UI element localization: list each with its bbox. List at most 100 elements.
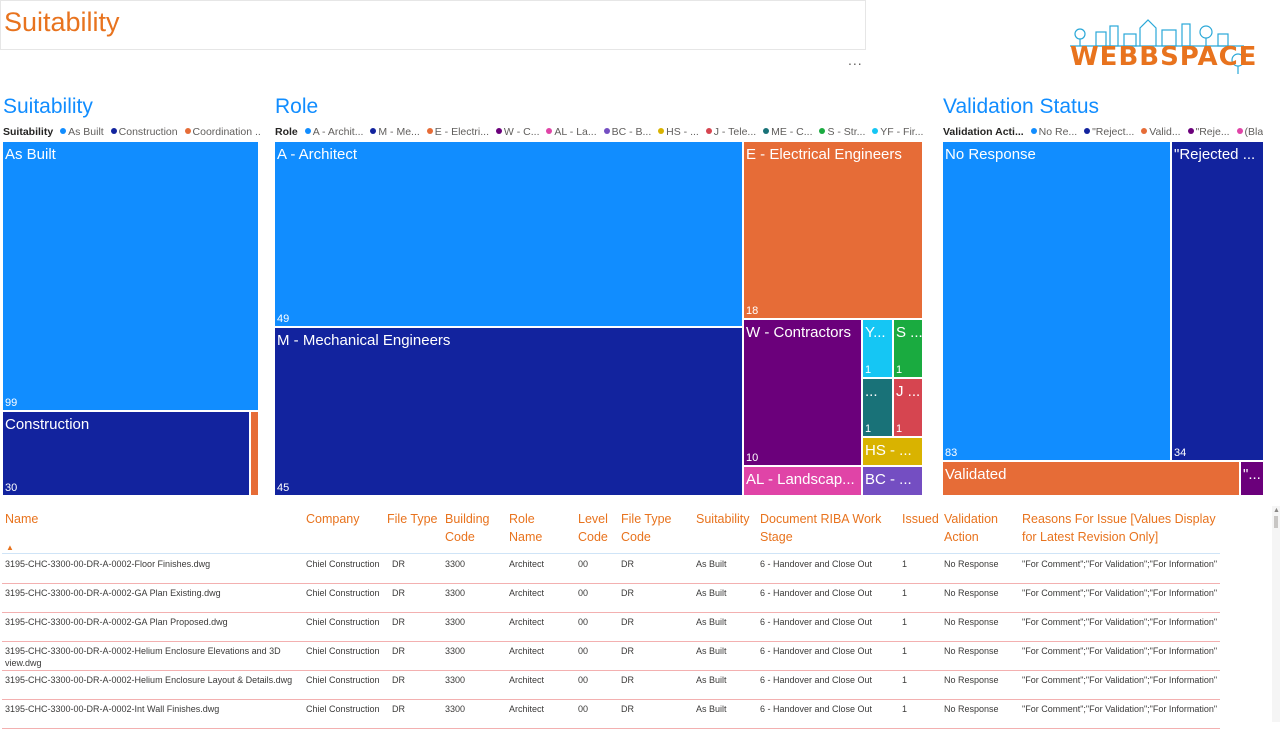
legend-item[interactable]: Coordination ... [184,126,260,138]
legend-dot-icon [184,128,191,134]
legend-item[interactable]: Valid... [1141,126,1181,138]
table-cell: "For Comment";"For Validation";"For Info… [1022,559,1218,569]
table-cell: DR [392,646,405,656]
table-row[interactable]: 3195-CHC-3300-00-DR-A-0002-Int Wall Fini… [2,699,1220,729]
legend-dot-icon [495,128,502,134]
legend-dot-icon [1141,128,1148,134]
legend-item[interactable]: M - Me... [370,126,420,138]
treemap-tile-al[interactable]: AL - Landscap... [743,466,862,496]
col-header-role-name[interactable]: Role Name [509,512,543,544]
legend-item[interactable]: (Bla... [1236,126,1263,138]
scrollbar-thumb[interactable] [1274,516,1278,528]
treemap-tile-construction[interactable]: Construction 30 [2,411,250,496]
table-cell: 6 - Handover and Close Out [760,617,873,627]
legend-item[interactable]: J - Tele... [705,126,756,138]
table-cell: 6 - Handover and Close Out [760,588,873,598]
table-cell: DR [392,617,405,627]
table-cell: 3195-CHC-3300-00-DR-A-0002-Floor Finishe… [5,559,211,569]
treemap-tile-validated[interactable]: Validated [942,461,1240,496]
legend-item[interactable]: YF - Fir... [872,126,923,138]
treemap-tile-bc[interactable]: BC - ... [862,466,923,496]
legend-item[interactable]: "Reject... [1084,126,1134,138]
more-options-button[interactable]: ... [848,52,863,68]
col-header-file-type[interactable]: File Type [387,512,438,526]
col-header-issued[interactable]: Issued [902,512,939,526]
table-cell: As Built [696,559,727,569]
sort-ascending-icon[interactable]: ▲ [6,543,14,552]
legend-item[interactable]: Construction [110,126,178,138]
treemap-tile-yf[interactable]: Y... 1 [862,319,893,378]
treemap-tile-coordination[interactable] [250,411,259,496]
treemap-tile-j[interactable]: J ... 1 [893,378,923,437]
legend-item[interactable]: A - Archit... [304,126,363,138]
legend-item[interactable]: ME - C... [763,126,813,138]
table-row[interactable]: 3195-CHC-3300-00-DR-A-0002-Helium Enclos… [2,670,1220,700]
legend-item[interactable]: HS - ... [658,126,699,138]
legend-title: Suitability [3,126,54,138]
legend-dot-icon [1236,128,1243,134]
legend-dot-icon [763,128,770,134]
table-cell: 00 [578,559,589,569]
page-title-box: Suitability [0,0,866,50]
table-row[interactable]: 3195-CHC-3300-00-DR-A-0002-Helium Enclos… [2,641,1220,671]
col-header-building-code[interactable]: Building Code [445,512,490,544]
table-cell: DR [392,588,405,598]
legend-item[interactable]: No Re... [1030,126,1077,138]
table-scrollbar[interactable] [1272,506,1280,722]
legend-item[interactable]: E - Electri... [426,126,489,138]
legend-item[interactable]: As Built [60,126,104,138]
treemap-tile-hs[interactable]: HS - ... [862,437,923,466]
treemap-tile-contractors[interactable]: W - Contractors 10 [743,319,862,466]
table-cell: 1 [902,675,908,685]
table-cell: "For Comment";"For Validation";"For Info… [1022,588,1218,598]
col-header-suitability[interactable]: Suitability [696,512,750,526]
table-row[interactable]: 3195-CHC-3300-00-DR-A-0002-Floor Finishe… [2,554,1220,584]
table-cell: 6 - Handover and Close Out [760,675,873,685]
table-row[interactable]: 3195-CHC-3300-00-DR-A-0002-GA Plan Propo… [2,612,1220,642]
scroll-up-icon[interactable]: ▲ [1273,507,1280,514]
col-header-name[interactable]: Name [5,512,39,526]
treemap-tile-as-built[interactable]: As Built 99 [2,141,259,411]
table-cell: DR [621,559,634,569]
table-cell: 3300 [445,559,466,569]
legend-item[interactable]: "Reje... [1187,126,1230,138]
table-cell: DR [392,559,405,569]
table-cell: DR [621,675,634,685]
table-cell: As Built [696,646,727,656]
col-header-reasons[interactable]: Reasons For Issue [Values Display for La… [1022,512,1216,544]
table-cell: 00 [578,617,589,627]
col-header-level-code[interactable]: Level Code [578,512,608,544]
col-header-company[interactable]: Company [306,512,360,526]
table-cell: "For Comment";"For Validation";"For Info… [1022,675,1218,685]
table-cell: DR [392,704,405,714]
table-cell: No Response [944,588,999,598]
legend-item[interactable]: BC - B... [603,126,651,138]
treemap-tile-rejected[interactable]: "Rejected ... 34 [1171,141,1264,461]
table-cell: No Response [944,675,999,685]
col-header-riba-stage[interactable]: Document RIBA Work Stage [760,512,882,544]
role-legend: Role A - Archit... M - Me... E - Electri… [275,125,925,139]
table-cell: 3300 [445,588,466,598]
logo-wordmark: WEBBSPACE [1070,42,1258,72]
treemap-tile-electrical[interactable]: E - Electrical Engineers 18 [743,141,923,319]
legend-item[interactable]: S - Str... [819,126,865,138]
table-cell: 00 [578,675,589,685]
table-cell: 1 [902,704,908,714]
legend-item[interactable]: W - C... [495,126,540,138]
col-header-file-type-code[interactable]: File Type Code [621,512,672,544]
treemap-tile-rejected-2[interactable]: "... [1240,461,1264,496]
legend-item[interactable]: AL - La... [546,126,597,138]
table-row[interactable]: 3195-CHC-3300-00-DR-A-0002-GA Plan Exist… [2,583,1220,613]
treemap-tile-s[interactable]: S ... 1 [893,319,923,378]
table-cell: Chiel Construction [306,588,380,598]
treemap-tile-mechanical[interactable]: M - Mechanical Engineers 45 [274,327,743,496]
table-cell: DR [621,617,634,627]
table-cell: 1 [902,559,908,569]
treemap-tile-me[interactable]: ... 1 [862,378,893,437]
table-cell: 3300 [445,617,466,627]
table-cell: Architect [509,588,545,598]
col-header-validation-action[interactable]: Validation Action [944,512,998,544]
legend-dot-icon [304,128,311,134]
treemap-tile-architect[interactable]: A - Architect 49 [274,141,743,327]
treemap-tile-no-response[interactable]: No Response 83 [942,141,1171,461]
